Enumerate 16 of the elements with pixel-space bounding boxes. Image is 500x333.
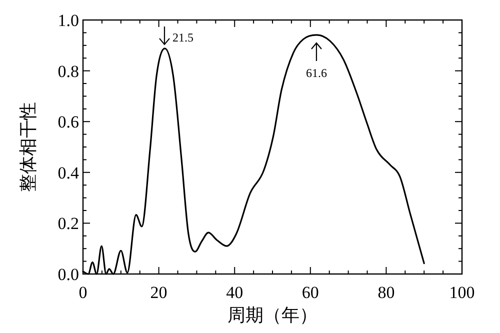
- x-tick-label: 80: [378, 283, 395, 302]
- x-tick-label: 100: [449, 283, 475, 302]
- y-tick-label: 0.8: [58, 62, 79, 81]
- x-tick-label: 60: [302, 283, 319, 302]
- y-tick-label: 0.0: [58, 265, 79, 284]
- y-tick-label: 0.2: [58, 214, 79, 234]
- y-tick-label: 0.6: [58, 112, 79, 132]
- x-tick-label: 0: [78, 283, 88, 302]
- x-tick-label: 40: [226, 283, 244, 302]
- y-tick-label: 1.0: [58, 11, 79, 30]
- x-tick-label: 20: [150, 283, 168, 302]
- annotation: 61.6: [306, 66, 327, 80]
- y-axis-title: 整体相干性: [18, 102, 39, 192]
- y-tick-label: 0.4: [58, 163, 80, 182]
- x-axis-title: 周期（年）: [228, 305, 318, 326]
- annotation: 21.5: [172, 30, 194, 44]
